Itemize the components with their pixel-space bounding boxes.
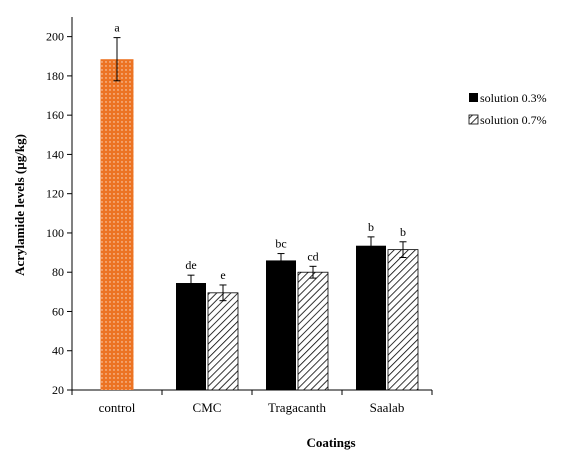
x-tick-label: CMC xyxy=(193,400,222,415)
bar-control xyxy=(100,59,134,391)
axes: 20 40 60 80 100 120 140 160 180 200 control CMC Trag… xyxy=(46,17,433,415)
significance-label: a xyxy=(114,21,120,35)
y-tick-label: 200 xyxy=(46,30,64,44)
y-tick-label: 60 xyxy=(52,304,64,318)
y-tick-label: 180 xyxy=(46,69,64,83)
bar-solution-0-7 xyxy=(207,292,239,391)
legend-swatch xyxy=(469,93,478,102)
x-axis-title: Coatings xyxy=(306,435,355,450)
x-tick-label: Tragacanth xyxy=(268,400,327,415)
labels: a de bc b e cd b xyxy=(114,21,406,282)
y-tick-label: 40 xyxy=(52,344,64,358)
significance-label: b xyxy=(400,225,406,239)
bar-solution-0-3 xyxy=(176,283,206,390)
legend-label: solution 0.7% xyxy=(480,113,547,127)
y-tick-label: 20 xyxy=(52,383,64,397)
significance-label: cd xyxy=(307,249,318,263)
legend-label: solution 0.3% xyxy=(480,91,547,105)
y-tick-label: 80 xyxy=(52,265,64,279)
significance-label: de xyxy=(185,258,196,272)
bars xyxy=(100,37,419,391)
significance-label: b xyxy=(368,220,374,234)
legend-swatch xyxy=(468,114,479,125)
bar-solution-0-3 xyxy=(356,245,386,390)
bar-solution-0-7 xyxy=(297,271,329,391)
y-axis-title: Acrylamide levels (µg/kg) xyxy=(12,134,27,276)
y-tick-label: 120 xyxy=(46,187,64,201)
y-tick-label: 100 xyxy=(46,226,64,240)
x-tick-label: control xyxy=(99,400,136,415)
bar-solution-0-3 xyxy=(266,260,296,390)
significance-label: bc xyxy=(275,237,286,251)
legend: solution 0.3% solution 0.7% xyxy=(468,91,547,127)
significance-label: e xyxy=(220,268,225,282)
y-tick-label: 160 xyxy=(46,108,64,122)
x-tick-label: Saalab xyxy=(370,400,405,415)
y-tick-label: 140 xyxy=(46,147,64,161)
bar-solution-0-7 xyxy=(387,249,419,391)
